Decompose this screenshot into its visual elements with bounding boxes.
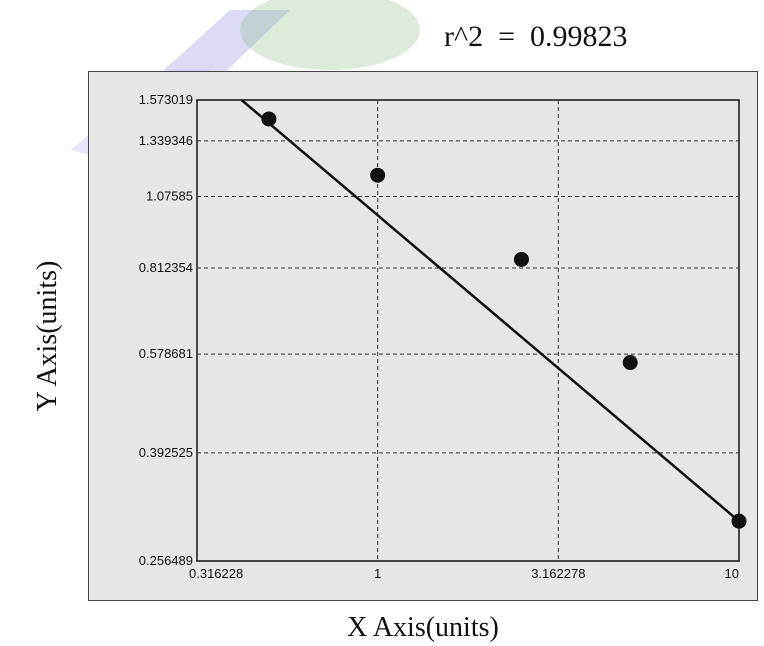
- fit-line: [240, 100, 739, 523]
- y-tick-label: 1.339346: [139, 133, 193, 148]
- x-tick-label: 3.162278: [531, 566, 585, 581]
- x-tick-label: 10: [725, 566, 739, 581]
- fit-line-group: [240, 100, 739, 523]
- y-axis-ticks: 1.573019 1.339346 1.07585 0.812354 0.578681 0…: [139, 92, 193, 568]
- data-point: [731, 513, 747, 529]
- x-tick-label: 0.316228: [189, 566, 243, 581]
- y-tick-label: 0.578681: [139, 346, 193, 361]
- chart-frame: 1.573019 1.339346 1.07585 0.812354 0.578681 0…: [88, 71, 758, 601]
- r-squared-annotation: r^2 = 0.99823: [444, 20, 628, 53]
- y-tick-label: 0.256489: [139, 553, 193, 568]
- y-tick-label: 0.392525: [139, 445, 193, 460]
- data-point: [261, 111, 277, 127]
- data-points: [261, 111, 747, 529]
- y-tick-label: 0.812354: [139, 260, 193, 275]
- plot-area: [196, 99, 740, 562]
- y-tick-label: 1.573019: [139, 92, 193, 107]
- data-point: [513, 251, 529, 267]
- x-axis-label: X Axis(units): [347, 612, 499, 643]
- data-point: [622, 355, 638, 371]
- grid: [197, 100, 739, 561]
- x-axis-ticks: 0.316228 1 3.162278 10: [189, 566, 739, 581]
- x-tick-label: 1: [374, 566, 381, 581]
- y-axis-label: Y Axis(units): [32, 260, 63, 412]
- scatter-chart: 1.573019 1.339346 1.07585 0.812354 0.578681 0…: [139, 92, 747, 581]
- y-tick-label: 1.07585: [146, 189, 193, 204]
- data-point: [370, 167, 386, 183]
